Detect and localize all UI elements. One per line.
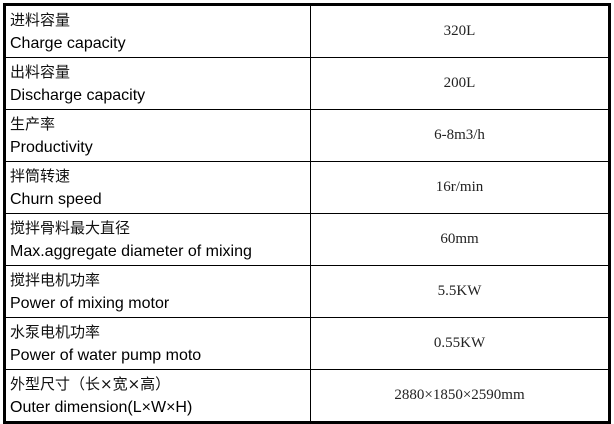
spec-label: 外型尺寸（长×宽×高） Outer dimension(L×W×H) [4,369,311,423]
spec-value: 60mm [310,213,610,266]
spec-value: 320L [310,4,610,58]
spec-label: 水泵电机功率 Power of water pump moto [4,317,311,370]
label-chinese: 外型尺寸（长×宽×高） [10,374,171,393]
label-english: Churn speed [10,190,102,208]
table-row: 进料容量 Charge capacity 320L [4,4,610,58]
spec-value: 16r/min [310,161,610,214]
table-row: 搅拌骨料最大直径 Max.aggregate diameter of mixing… [4,213,610,266]
label-chinese: 生产率 [10,114,56,133]
table-row: 水泵电机功率 Power of water pump moto 0.55KW [4,317,610,370]
table-row: 生产率 Productivity 6-8m3/h [4,109,610,162]
label-english: Power of mixing motor [10,294,170,312]
table-row: 拌筒转速 Churn speed 16r/min [4,161,610,214]
spec-label: 搅拌骨料最大直径 Max.aggregate diameter of mixing [4,213,311,266]
label-chinese: 进料容量 [10,10,71,29]
label-english: Max.aggregate diameter of mixing [10,242,252,260]
label-english: Discharge capacity [10,86,146,104]
table-row: 出料容量 Discharge capacity 200L [4,57,610,110]
label-chinese: 水泵电机功率 [10,322,101,341]
label-english: Outer dimension(L×W×H) [10,398,193,416]
spec-label: 搅拌电机功率 Power of mixing motor [4,265,311,318]
spec-label: 生产率 Productivity [4,109,311,162]
table-row: 外型尺寸（长×宽×高） Outer dimension(L×W×H) 2880×18… [4,369,610,423]
spec-value: 200L [310,57,610,110]
label-chinese: 搅拌电机功率 [10,270,101,289]
spec-table: 进料容量 Charge capacity 320L 出料容量 Discharge cap… [3,3,611,424]
table-row: 搅拌电机功率 Power of mixing motor 5.5KW [4,265,610,318]
label-chinese: 拌筒转速 [10,166,71,185]
spec-value: 6-8m3/h [310,109,610,162]
spec-value: 5.5KW [310,265,610,318]
spec-label: 拌筒转速 Churn speed [4,161,311,214]
spec-label: 进料容量 Charge capacity [4,4,311,58]
spec-label: 出料容量 Discharge capacity [4,57,311,110]
label-english: Charge capacity [10,34,126,52]
spec-value: 2880×1850×2590mm [310,369,610,423]
label-chinese: 搅拌骨料最大直径 [10,218,131,237]
spec-value: 0.55KW [310,317,610,370]
label-chinese: 出料容量 [10,62,71,81]
label-english: Power of water pump moto [10,346,202,364]
label-english: Productivity [10,138,93,156]
